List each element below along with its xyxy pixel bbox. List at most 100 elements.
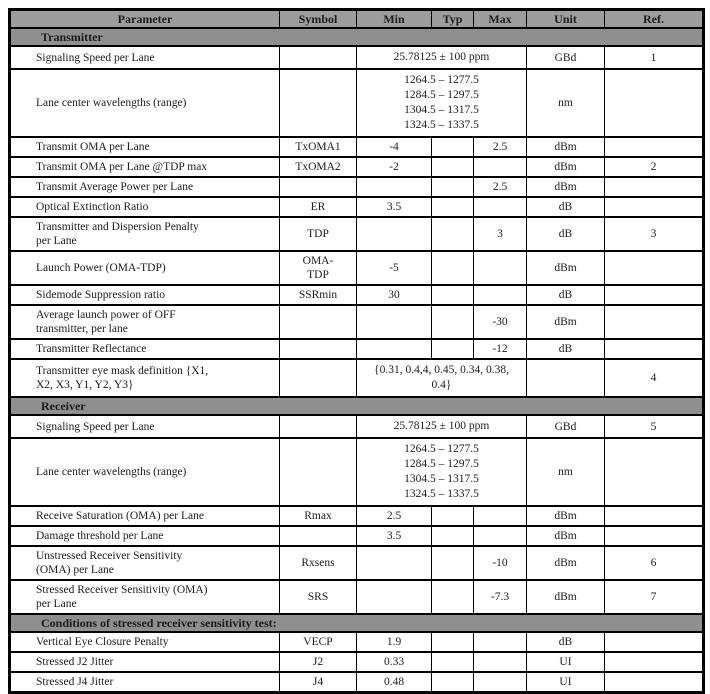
symbol-cell bbox=[279, 525, 357, 547]
table-row: Transmit OMA per Lane @TDP max TxOMA2 -2 dB… bbox=[9, 156, 704, 178]
symbol-cell: Rmax bbox=[279, 505, 357, 527]
max-cell: 3 bbox=[473, 216, 527, 252]
symbol-cell: Rxsens bbox=[279, 545, 357, 581]
max-cell bbox=[473, 631, 527, 653]
symbol-cell: TDP bbox=[279, 216, 357, 252]
typ-cell bbox=[431, 505, 474, 527]
parameter-cell: Transmitter eye mask definition {X1, X2,… bbox=[9, 358, 280, 398]
parameter-cell: Optical Extinction Ratio bbox=[9, 196, 280, 218]
parameter-cell: Sidemode Suppression ratio bbox=[9, 284, 280, 306]
symbol-cell: J4 bbox=[279, 671, 357, 694]
parameter-cell: Average launch power of OFF transmitter,… bbox=[9, 304, 280, 340]
parameter-cell: Stressed J4 Jitter bbox=[9, 671, 280, 694]
typ-cell bbox=[431, 250, 474, 286]
min-typ-max-cell: 1264.5 – 1277.5 1284.5 – 1297.5 1304.5 –… bbox=[356, 437, 527, 507]
ref-cell bbox=[604, 631, 704, 653]
table-row: Vertical Eye Closure Penalty VECP 1.9 dB bbox=[9, 631, 704, 653]
table-row: Sidemode Suppression ratio SSRmin 30 dB bbox=[9, 284, 704, 306]
min-cell: -5 bbox=[356, 250, 432, 286]
table-row: Damage threshold per Lane 3.5 dBm bbox=[9, 525, 704, 547]
typ-cell bbox=[431, 304, 474, 340]
symbol-cell bbox=[279, 437, 357, 507]
ref-cell: 6 bbox=[604, 545, 704, 581]
typ-cell bbox=[431, 216, 474, 252]
symbol-cell bbox=[279, 45, 357, 70]
unit-cell: dBm bbox=[526, 304, 605, 340]
typ-cell bbox=[431, 338, 474, 360]
parameter-cell: Unstressed Receiver Sensitivity (OMA) pe… bbox=[9, 545, 280, 581]
symbol-cell bbox=[279, 304, 357, 340]
max-cell: 2.5 bbox=[473, 136, 527, 158]
parameter-cell: Stressed J2 Jitter bbox=[9, 651, 280, 673]
min-cell bbox=[356, 176, 432, 198]
section-row: Transmitter bbox=[9, 27, 704, 47]
symbol-cell bbox=[279, 176, 357, 198]
unit-cell: dB bbox=[526, 196, 605, 218]
min-cell: 30 bbox=[356, 284, 432, 306]
max-cell bbox=[473, 196, 527, 218]
max-cell: -7.3 bbox=[473, 579, 527, 615]
typ-cell bbox=[431, 631, 474, 653]
max-cell: -12 bbox=[473, 338, 527, 360]
ref-cell bbox=[604, 196, 704, 218]
ref-cell bbox=[604, 338, 704, 360]
spec-table-header: Parameter Symbol Min Typ Max Unit Ref. bbox=[9, 8, 704, 29]
section-title: Conditions of stressed receiver sensitiv… bbox=[9, 613, 704, 633]
unit-cell: UI bbox=[526, 651, 605, 673]
min-cell: 0.48 bbox=[356, 671, 432, 694]
parameter-cell: Transmitter and Dispersion Penalty per L… bbox=[9, 216, 280, 252]
column-header-min: Min bbox=[356, 8, 432, 29]
min-cell bbox=[356, 545, 432, 581]
table-row: Lane center wavelengths (range) 1264.5 – … bbox=[9, 68, 704, 138]
parameter-cell: Lane center wavelengths (range) bbox=[9, 68, 280, 138]
column-header-parameter: Parameter bbox=[9, 8, 280, 29]
unit-cell: dB bbox=[526, 284, 605, 306]
symbol-cell bbox=[279, 68, 357, 138]
document-page: Parameter Symbol Min Typ Max Unit Ref. T… bbox=[8, 8, 705, 694]
column-header-unit: Unit bbox=[526, 8, 605, 29]
ref-cell: 1 bbox=[604, 45, 704, 70]
unit-cell: dB bbox=[526, 631, 605, 653]
symbol-cell: SSRmin bbox=[279, 284, 357, 306]
unit-cell: dBm bbox=[526, 579, 605, 615]
unit-cell: dB bbox=[526, 338, 605, 360]
ref-cell bbox=[604, 671, 704, 694]
min-typ-max-cell: 25.78125 ± 100 ppm bbox=[356, 414, 527, 439]
unit-cell: dBm bbox=[526, 545, 605, 581]
parameter-cell: Transmit OMA per Lane bbox=[9, 136, 280, 158]
symbol-cell bbox=[279, 414, 357, 439]
ref-cell: 3 bbox=[604, 216, 704, 252]
unit-cell: nm bbox=[526, 437, 605, 507]
unit-cell: dB bbox=[526, 216, 605, 252]
parameter-cell: Vertical Eye Closure Penalty bbox=[9, 631, 280, 653]
min-cell bbox=[356, 216, 432, 252]
min-cell: -4 bbox=[356, 136, 432, 158]
column-header-symbol: Symbol bbox=[279, 8, 357, 29]
unit-cell: dBm bbox=[526, 136, 605, 158]
unit-cell: dBm bbox=[526, 525, 605, 547]
ref-cell bbox=[604, 250, 704, 286]
symbol-cell bbox=[279, 338, 357, 360]
unit-cell: nm bbox=[526, 68, 605, 138]
typ-cell bbox=[431, 176, 474, 198]
typ-cell bbox=[431, 136, 474, 158]
ref-cell: 2 bbox=[604, 156, 704, 178]
ref-cell: 7 bbox=[604, 579, 704, 615]
typ-cell bbox=[431, 156, 474, 178]
max-cell: -10 bbox=[473, 545, 527, 581]
symbol-cell: VECP bbox=[279, 631, 357, 653]
min-typ-max-cell: 25.78125 ± 100 ppm bbox=[356, 45, 527, 70]
parameter-cell: Stressed Receiver Sensitivity (OMA) per … bbox=[9, 579, 280, 615]
parameter-cell: Receive Saturation (OMA) per Lane bbox=[9, 505, 280, 527]
min-cell bbox=[356, 338, 432, 360]
max-cell bbox=[473, 156, 527, 178]
symbol-cell: TxOMA2 bbox=[279, 156, 357, 178]
table-row: Stressed Receiver Sensitivity (OMA) per … bbox=[9, 579, 704, 615]
table-row: Signaling Speed per Lane 25.78125 ± 100 p… bbox=[9, 414, 704, 439]
ref-cell bbox=[604, 651, 704, 673]
parameter-cell: Transmitter Reflectance bbox=[9, 338, 280, 360]
ref-cell: 4 bbox=[604, 358, 704, 398]
ref-cell bbox=[604, 525, 704, 547]
min-cell: 3.5 bbox=[356, 525, 432, 547]
parameter-cell: Lane center wavelengths (range) bbox=[9, 437, 280, 507]
